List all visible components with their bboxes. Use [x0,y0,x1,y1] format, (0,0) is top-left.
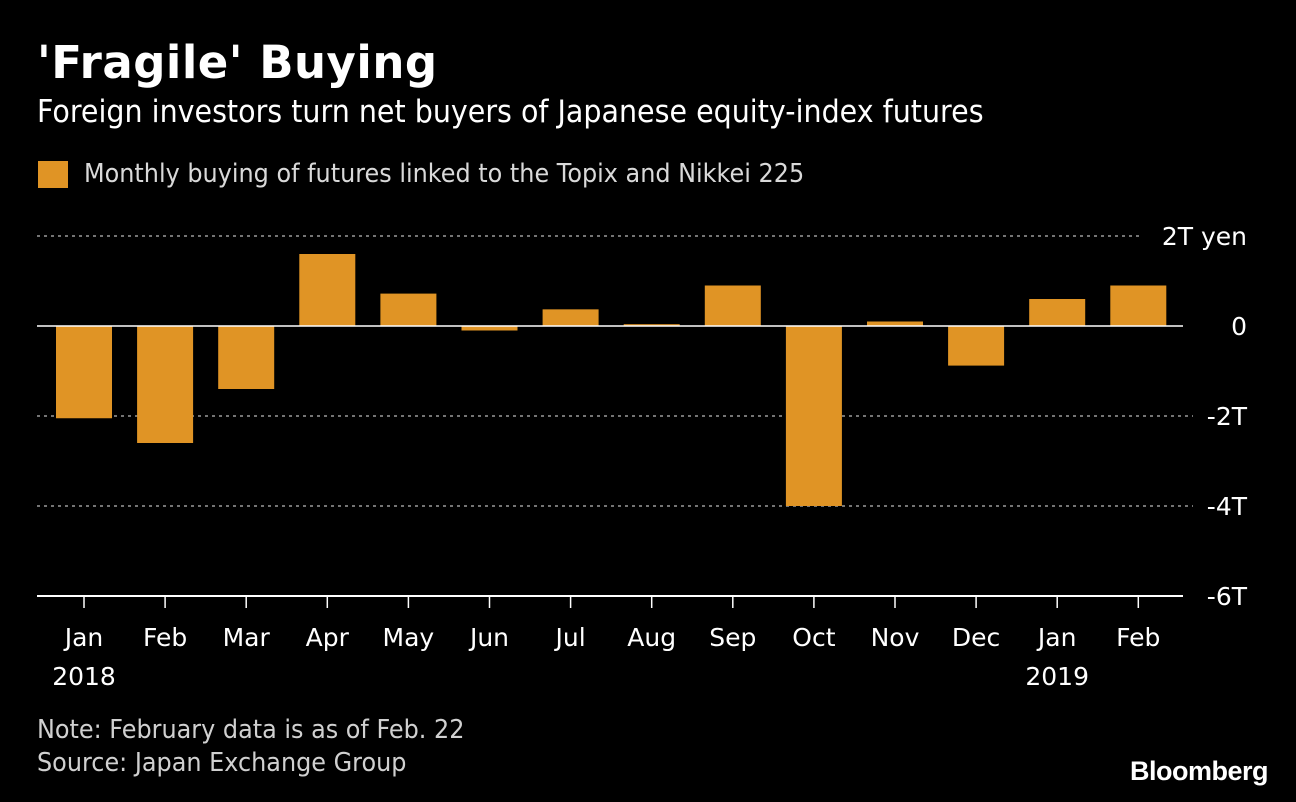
bar [867,321,923,326]
legend-swatch [38,160,68,188]
x-tick-label: Jul [554,623,586,652]
chart-subtitle: Foreign investors turn net buyers of Jap… [37,94,984,130]
bar [623,324,680,326]
x-year-label: 2018 [52,662,116,691]
x-tick-label: May [383,623,435,652]
bar [56,326,112,419]
x-tick-label: Sep [709,623,756,652]
x-tick-label: Oct [792,623,835,652]
x-year-label: 2019 [1025,662,1089,691]
bar [380,293,437,326]
footnote-source: Source: Japan Exchange Group [37,748,407,778]
legend-label: Monthly buying of futures linked to the … [84,159,805,189]
bar [1029,299,1086,326]
bar [1110,285,1167,326]
bar [137,326,194,443]
y-tick-label: -2T [1207,402,1248,431]
y-tick-label: 0 [1231,312,1247,341]
bar [218,326,275,389]
bar [948,326,1005,366]
bar [542,309,599,326]
legend: Monthly buying of futures linked to the … [38,159,867,189]
brand-logo: Bloomberg [1129,756,1269,786]
x-tick-label: Mar [223,623,271,652]
bar [461,326,518,331]
x-tick-label: Jan [1036,623,1077,652]
grid-layer [37,235,1193,507]
x-tick-label: Jun [468,623,509,652]
bar [785,326,842,506]
bar [299,254,356,326]
footnotes: Note: February data is as of Feb. 22 Sou… [37,714,464,780]
x-tick-label: Apr [306,623,350,652]
x-tick-label: Dec [952,623,1000,652]
axis-layer: 2T yen 0 -2T -4T -6T Jan Feb Mar Apr May Jun Jul Aug… [37,222,1248,691]
x-tick-label: Jan [63,623,104,652]
bar-layer [56,254,1167,506]
x-tick-label: Feb [1116,623,1160,652]
chart-title: 'Fragile' Buying [37,36,438,89]
y-tick-label: -4T [1207,492,1248,521]
x-tick-label: Feb [143,623,187,652]
x-tick-label: Aug [627,623,676,652]
y-tick-label: -6T [1207,582,1248,611]
x-tick-label: Nov [871,623,920,652]
bar [704,285,761,326]
y-tick-label: 2T yen [1162,222,1247,251]
footnote-note: Note: February data is as of Feb. 22 [37,715,465,745]
